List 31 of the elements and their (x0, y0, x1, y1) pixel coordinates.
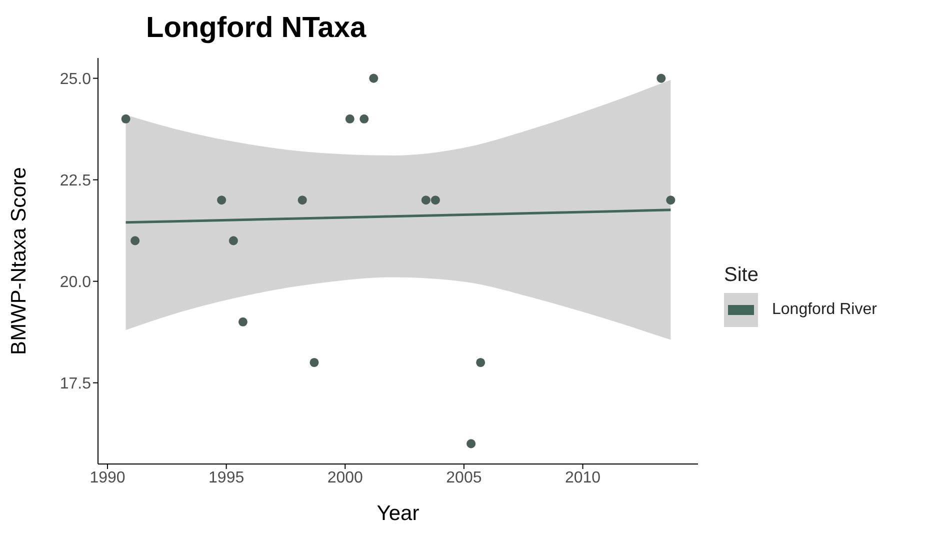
point (656, 74, 666, 83)
y-tick-label: 22.5 (60, 172, 92, 190)
x-axis-title: Year (376, 502, 420, 525)
point (421, 196, 430, 205)
point (666, 196, 676, 205)
y-tick-label: 17.5 (60, 375, 92, 392)
x-tick-label: 1990 (90, 469, 126, 486)
legend-label: Longford River (772, 300, 877, 318)
y-axis-title: BMWP-Ntaxa Score (7, 167, 30, 355)
x-tick-label: 2005 (446, 469, 482, 486)
line-series (124, 208, 672, 224)
y-tick-label: 25.0 (60, 70, 92, 88)
chart-title: Longford NTaxa (145, 11, 368, 46)
x-tick-label: 2000 (327, 469, 364, 486)
legend-title: Site (724, 264, 760, 286)
point (298, 196, 307, 205)
x-tick-label: 2010 (564, 469, 601, 486)
point (310, 358, 319, 368)
y-tick-label: 20.0 (60, 274, 92, 291)
point (369, 74, 378, 83)
point (121, 114, 130, 124)
point (345, 114, 354, 124)
point (130, 236, 140, 246)
point (430, 196, 440, 205)
point (476, 358, 486, 368)
point (228, 236, 238, 246)
point (360, 114, 369, 124)
point (217, 196, 226, 205)
point (238, 317, 248, 326)
point (466, 439, 476, 448)
x-tick-label: 1995 (208, 469, 244, 486)
